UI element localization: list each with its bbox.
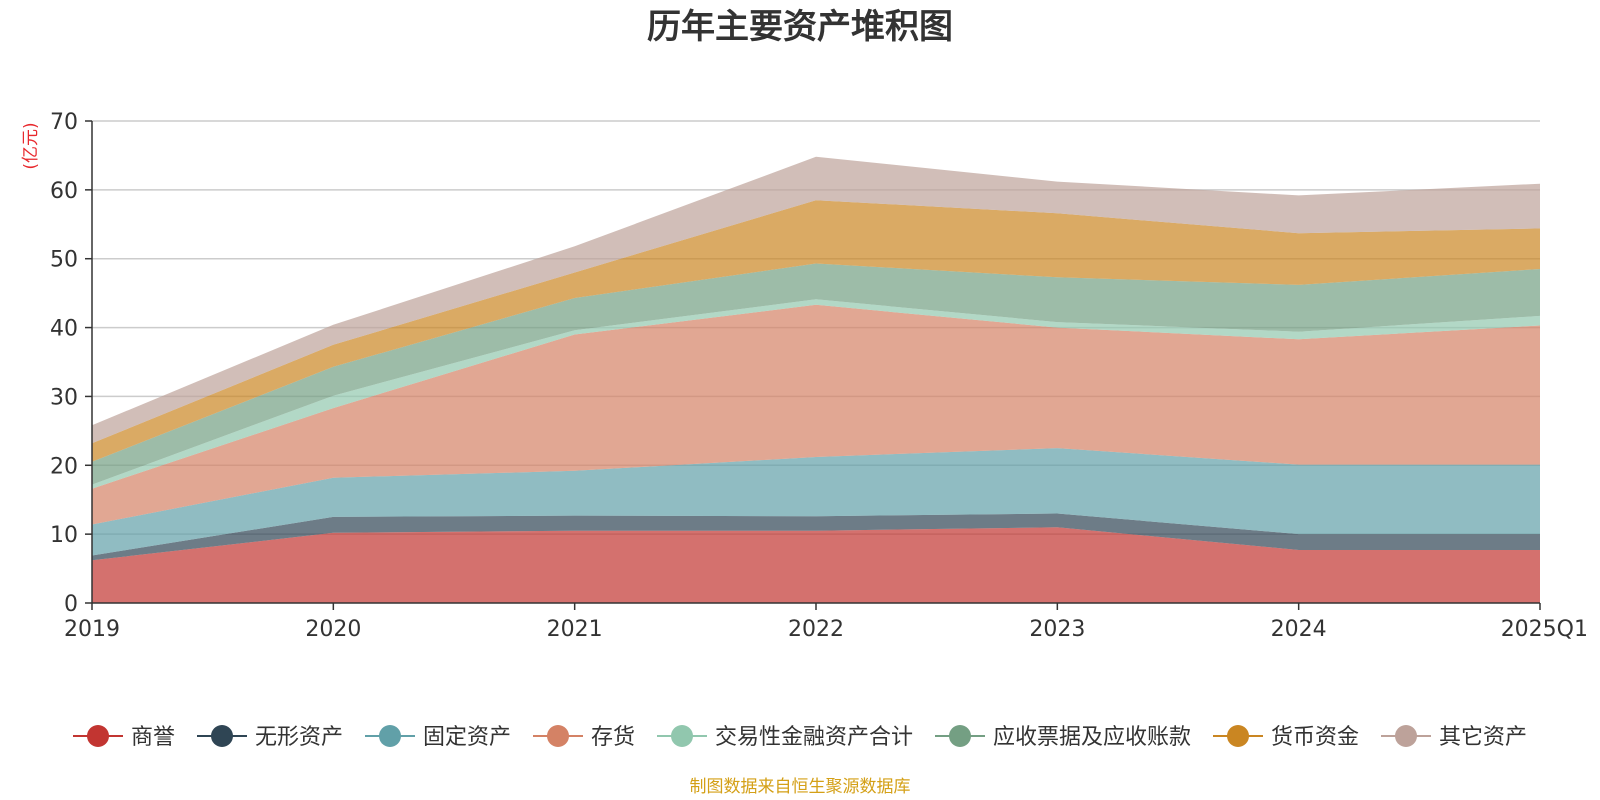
data-source-note: 制图数据来自恒生聚源数据库 [690, 777, 911, 797]
legend-label: 固定资产 [423, 725, 511, 750]
y-tick-label: 20 [50, 454, 78, 479]
y-tick-label: 30 [50, 385, 78, 410]
legend-item-6[interactable]: 应收票据及应收账款 [935, 725, 1191, 750]
area-series-4 [92, 304, 1540, 525]
legend[interactable]: 商誉 无形资产 固定资产 存货 交易性金融资产合计 应收票据及应收账款 货币资金 其它资产 [73, 725, 1527, 750]
legend-marker [1395, 725, 1417, 747]
x-tick-label: 2020 [305, 617, 361, 642]
legend-label: 应收票据及应收账款 [993, 725, 1191, 750]
area-series-7 [92, 200, 1540, 462]
legend-label: 交易性金融资产合计 [715, 725, 913, 750]
legend-label: 存货 [591, 725, 635, 750]
legend-marker [949, 725, 971, 747]
area-series-1 [92, 527, 1540, 603]
y-tick-label: 60 [50, 179, 78, 204]
legend-marker [1227, 725, 1249, 747]
x-tick-label: 2023 [1029, 617, 1085, 642]
y-tick-label: 50 [50, 248, 78, 273]
legend-label: 无形资产 [255, 725, 343, 750]
y-axis-unit-label: (亿元) [21, 122, 41, 169]
x-tick-label: 2019 [64, 617, 120, 642]
legend-label: 商誉 [131, 725, 175, 750]
area-series-6 [92, 263, 1540, 485]
chart-title: 历年主要资产堆积图 [647, 7, 953, 47]
legend-item-5[interactable]: 交易性金融资产合计 [657, 725, 913, 750]
legend-item-2[interactable]: 无形资产 [197, 725, 343, 750]
area-series-2 [92, 513, 1540, 561]
legend-item-1[interactable]: 商誉 [73, 725, 175, 750]
area-series [92, 156, 1540, 603]
legend-marker [671, 725, 693, 747]
x-tick-label: 2022 [788, 617, 844, 642]
x-tick-label: 2024 [1271, 617, 1327, 642]
legend-marker [379, 725, 401, 747]
y-tick-label: 40 [50, 317, 78, 342]
x-tick-label: 2025Q1 [1501, 617, 1588, 642]
legend-item-3[interactable]: 固定资产 [365, 725, 511, 750]
legend-marker [211, 725, 233, 747]
y-tick-label: 10 [50, 523, 78, 548]
legend-marker [87, 725, 109, 747]
legend-item-8[interactable]: 其它资产 [1381, 725, 1527, 750]
legend-item-4[interactable]: 存货 [533, 725, 635, 750]
legend-item-7[interactable]: 货币资金 [1213, 725, 1359, 750]
y-tick-label: 70 [50, 110, 78, 135]
legend-label: 其它资产 [1439, 725, 1527, 750]
axes: 0 10 20 30 40 50 60 70 2019 2020 2021 2022 2023 2024 2… [50, 110, 1588, 642]
area-series-3 [92, 448, 1540, 556]
y-tick-label: 0 [64, 592, 78, 617]
legend-label: 货币资金 [1271, 725, 1359, 750]
legend-marker [547, 725, 569, 747]
x-tick-label: 2021 [547, 617, 603, 642]
